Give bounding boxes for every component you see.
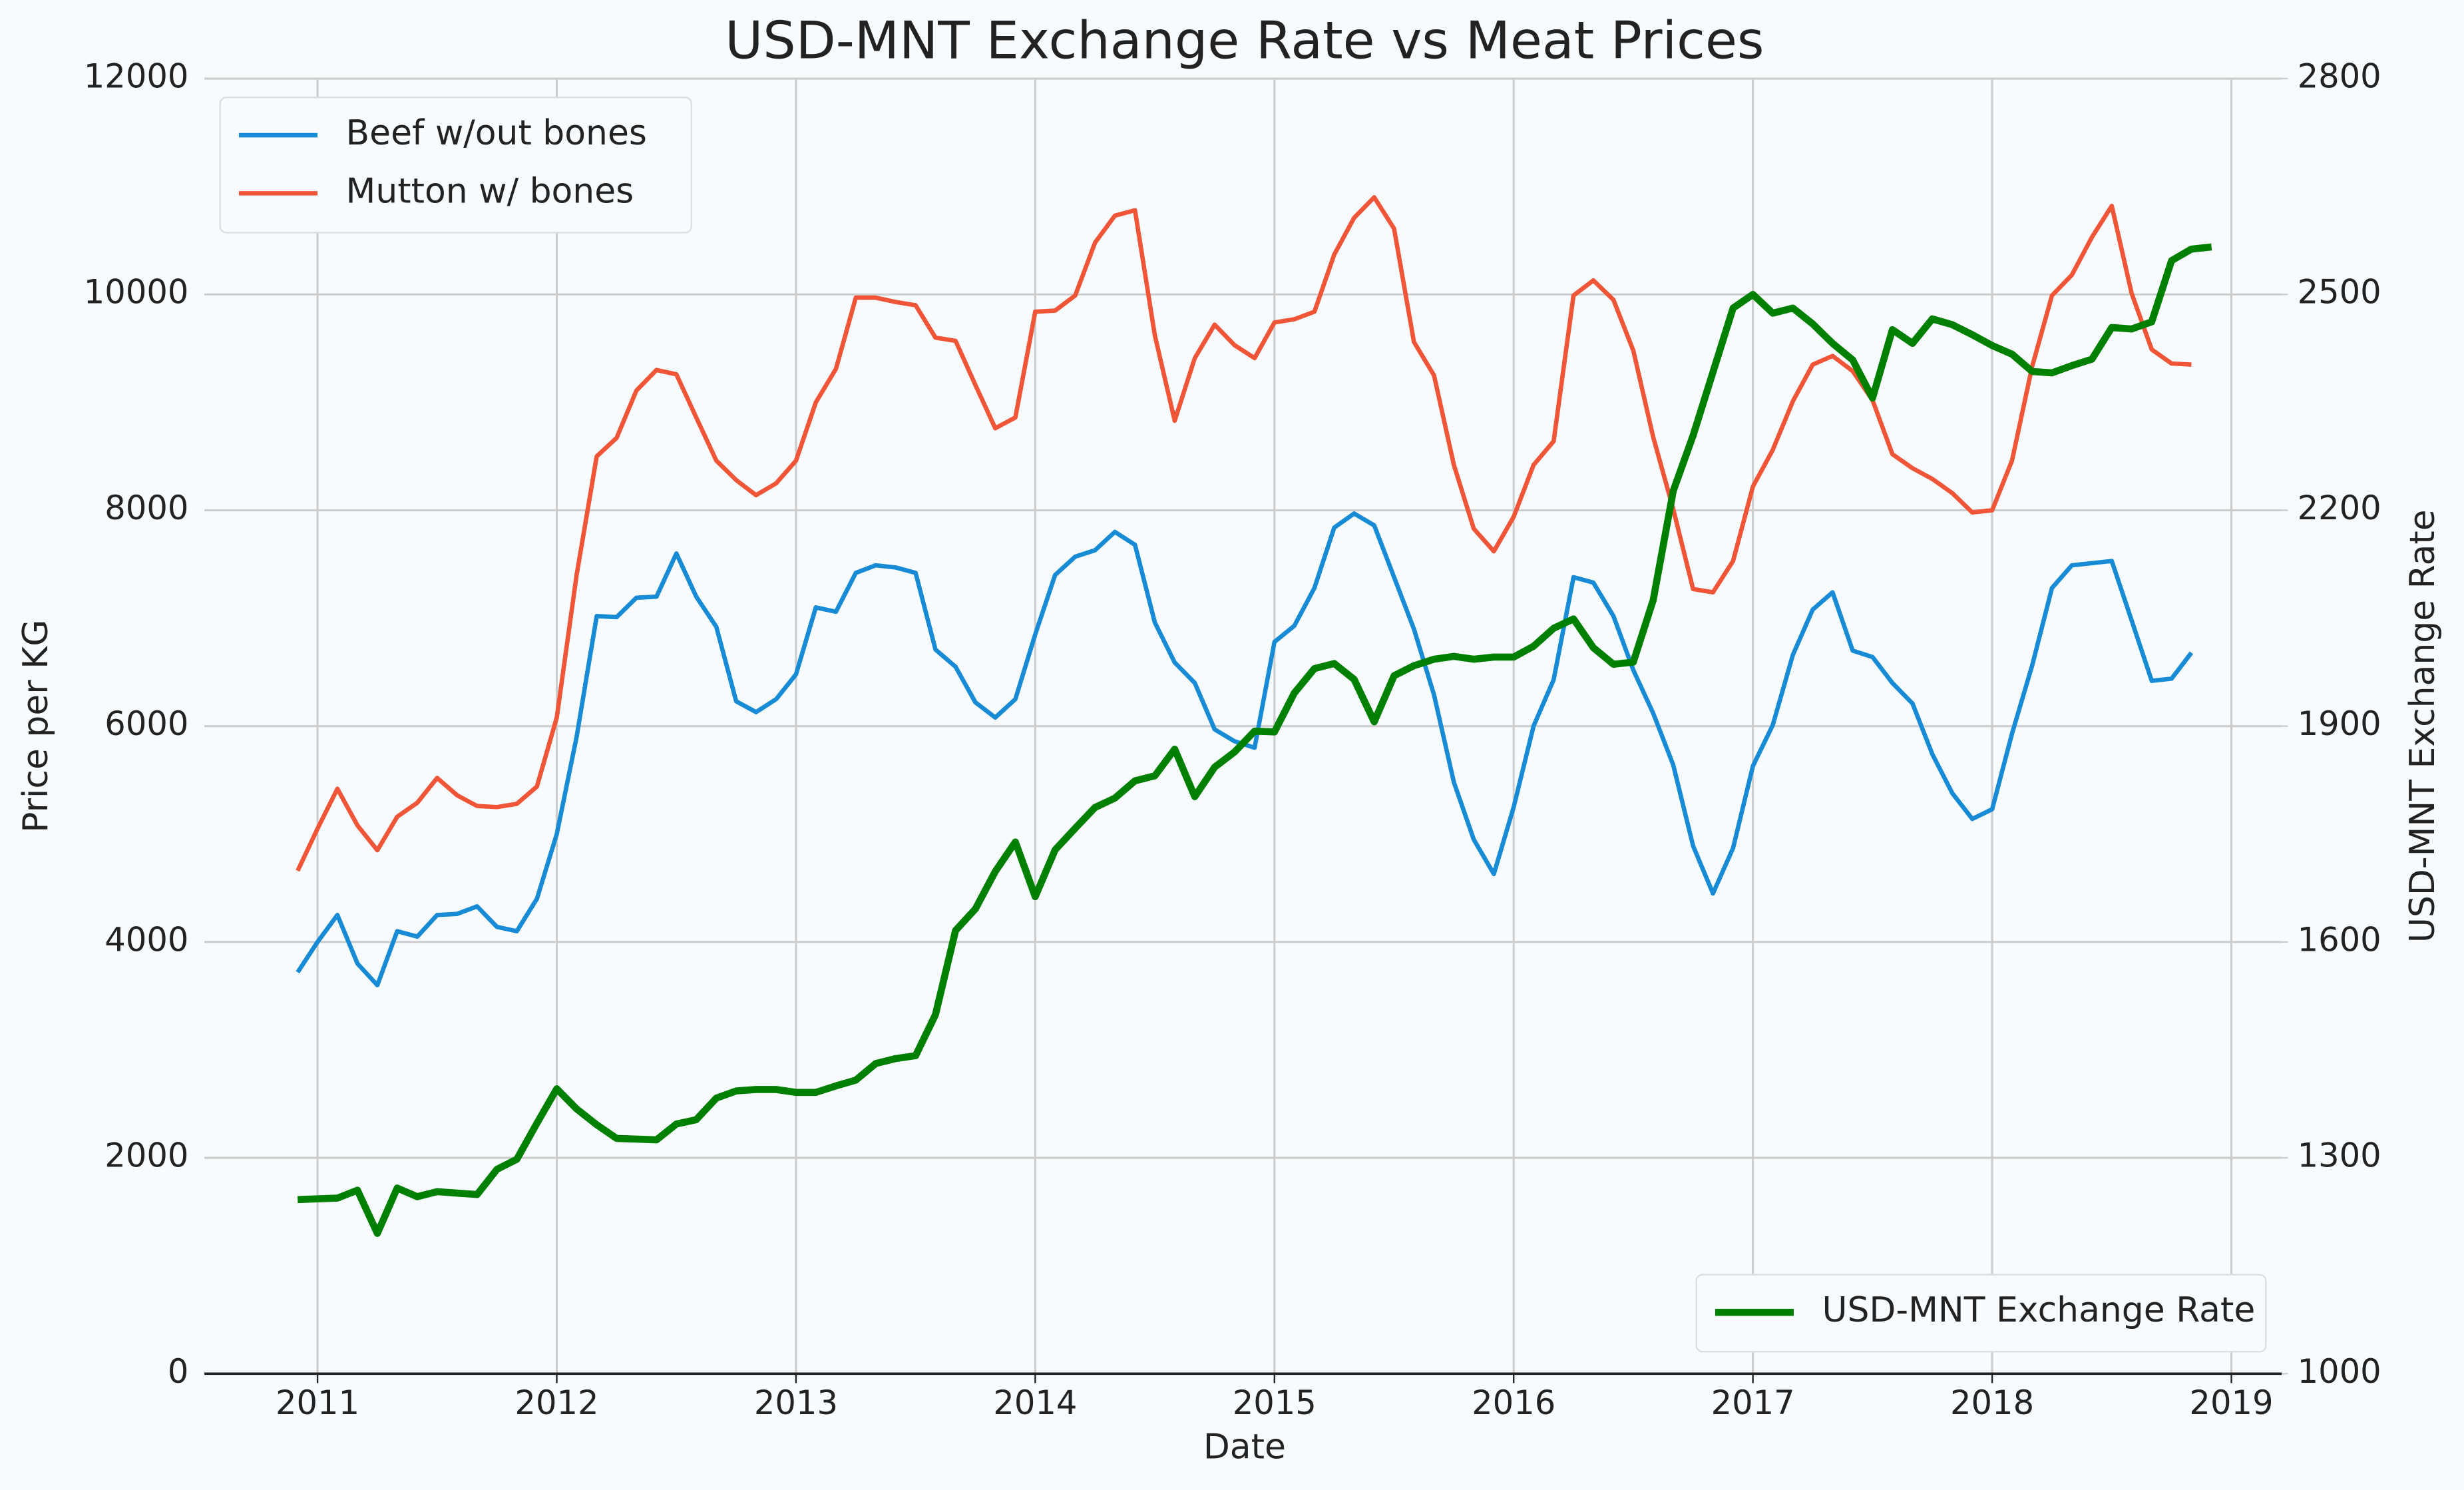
y-tick-label: 6000 xyxy=(104,704,188,743)
legend-label: USD-MNT Exchange Rate xyxy=(1822,1290,2255,1330)
y2-tick-label: 1600 xyxy=(2298,920,2381,959)
legend-label: Beef w/out bones xyxy=(346,113,647,153)
y-tick-label: 10000 xyxy=(84,273,189,312)
line-series xyxy=(298,243,2212,1237)
x-tick-label: 2013 xyxy=(754,1383,838,1422)
y-tick-label: 4000 xyxy=(104,920,188,959)
legend-box xyxy=(1695,1274,2267,1353)
y2-tick-label: 1000 xyxy=(2298,1352,2381,1391)
legend: USD-MNT Exchange Rate xyxy=(1695,1274,2267,1353)
x-tick-label: 2012 xyxy=(514,1383,598,1422)
y2-tick-label: 2200 xyxy=(2298,489,2381,527)
y2-tick-label: 2500 xyxy=(2298,273,2381,312)
y2-tick-label: 1300 xyxy=(2298,1136,2381,1175)
legend-label: Mutton w/ bones xyxy=(346,171,634,211)
x-tick-label: 2014 xyxy=(993,1383,1077,1422)
x-tick-label: 2011 xyxy=(276,1383,359,1422)
x-tick-label: 2018 xyxy=(1950,1383,2034,1422)
x-tick-label: 2015 xyxy=(1233,1383,1317,1422)
x-tick-label: 2017 xyxy=(1711,1383,1795,1422)
y-tick-label: 12000 xyxy=(84,57,189,96)
y-tick-label: 2000 xyxy=(104,1136,188,1175)
x-tick-label: 2019 xyxy=(2189,1383,2273,1422)
y2-tick-label: 1900 xyxy=(2298,704,2381,743)
legend-box xyxy=(219,97,693,234)
x-tick-label: 2016 xyxy=(1472,1383,1555,1422)
y-tick-label: 8000 xyxy=(104,489,188,527)
y2-tick-label: 2800 xyxy=(2298,57,2381,96)
line-series xyxy=(296,195,2192,872)
y-tick-label: 0 xyxy=(168,1352,189,1391)
y2-axis-label: USD-MNT Exchange Rate xyxy=(2403,509,2443,943)
y-axis-label: Price per KG xyxy=(16,620,56,833)
chart-title: USD-MNT Exchange Rate vs Meat Prices xyxy=(725,11,1764,71)
legend: Beef w/out bones Mutton w/ bones xyxy=(219,97,693,234)
x-axis-label: Date xyxy=(1203,1427,1286,1467)
